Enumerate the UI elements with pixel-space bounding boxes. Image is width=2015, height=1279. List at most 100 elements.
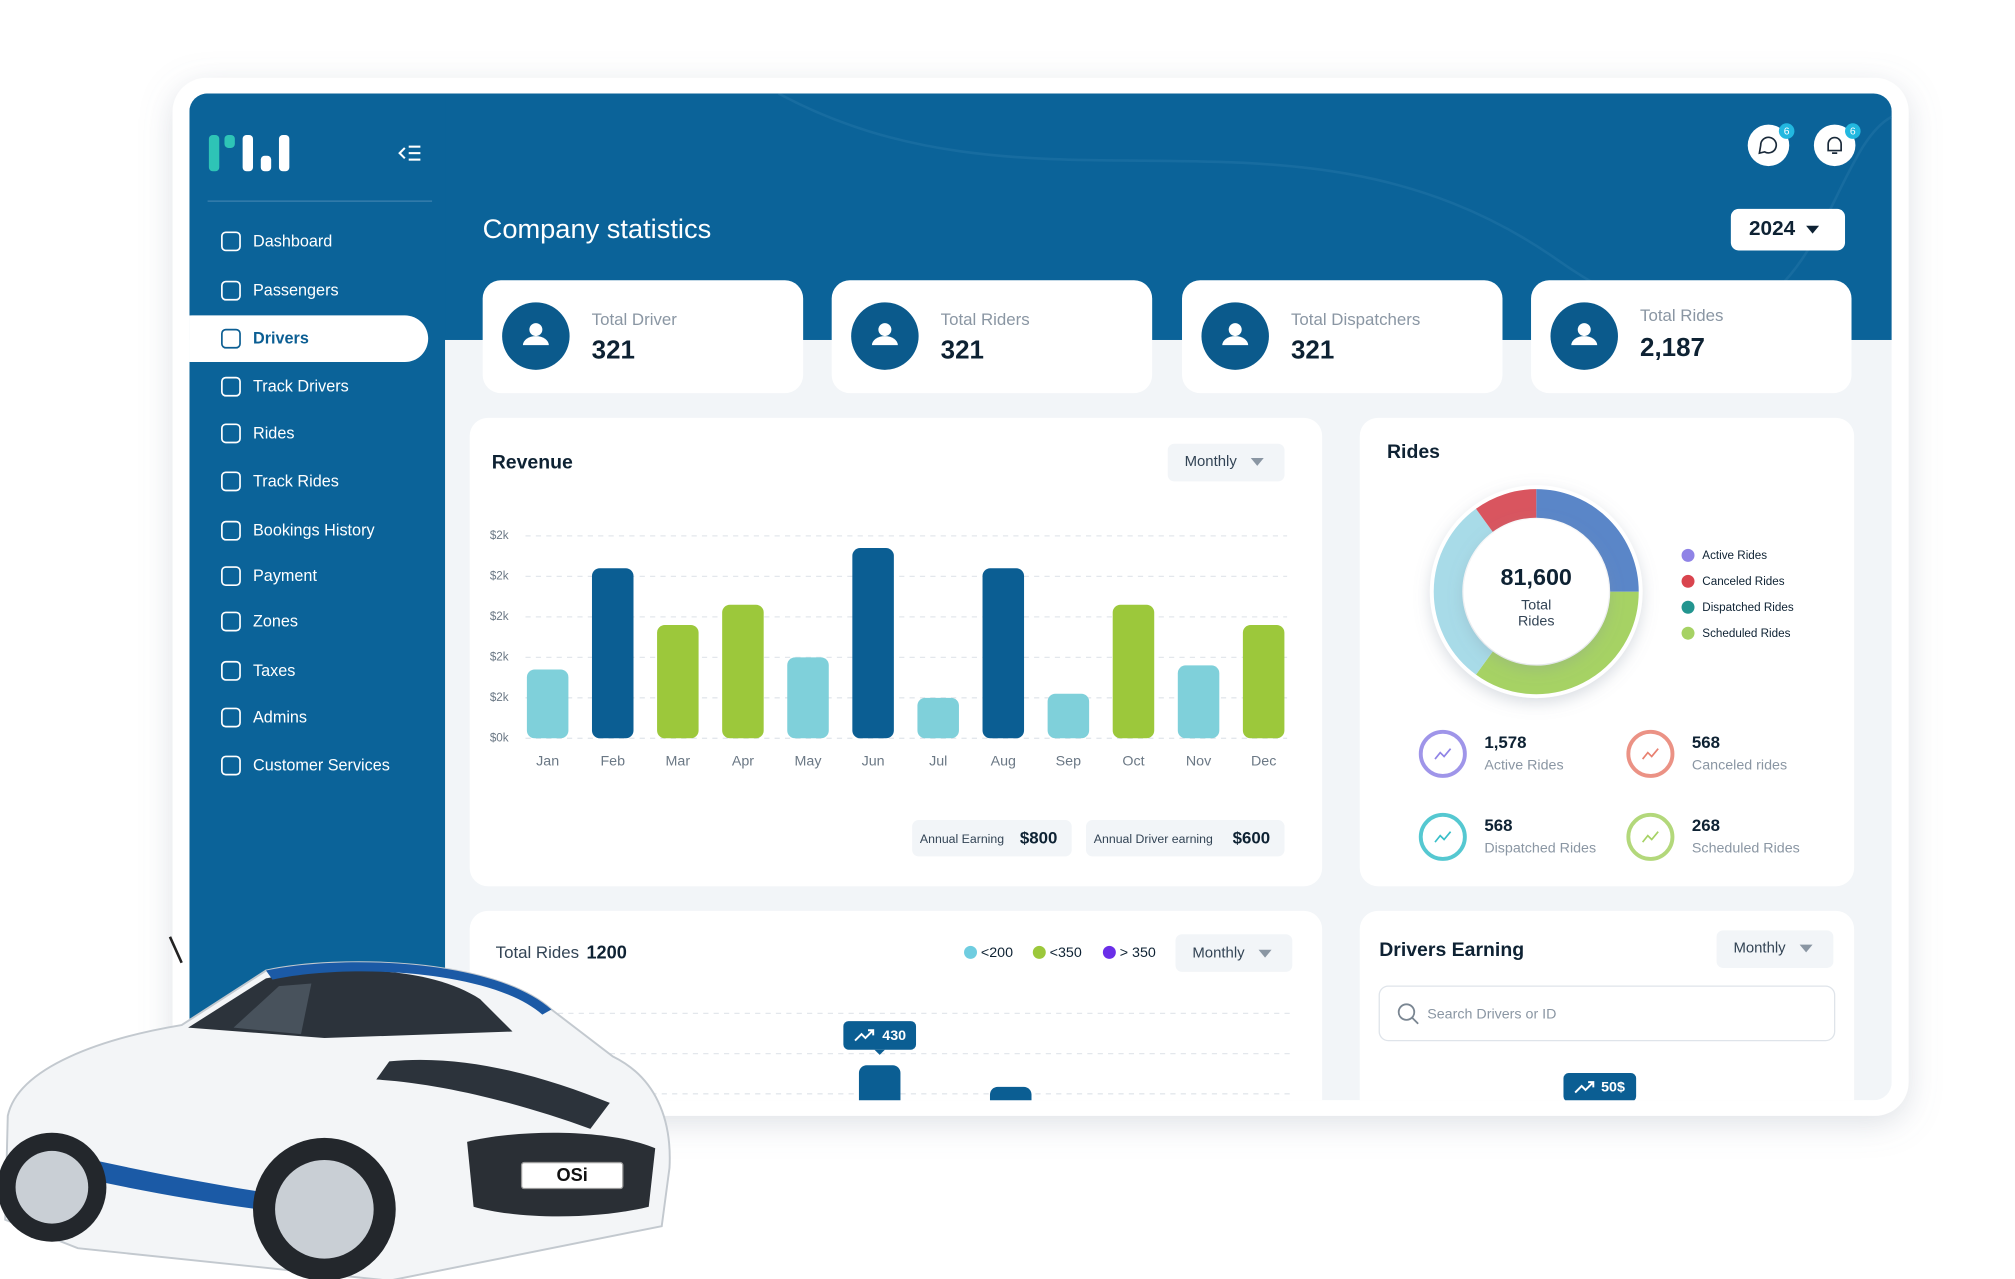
menu: Dashboard Passengers Drivers Track Drivers R… [221,231,390,776]
ride-stat-value: 568 [1692,733,1720,752]
stat-value: 2,187 [1640,334,1705,362]
license-plate: OSi [557,1165,588,1185]
x-tick-label: Dec [1251,753,1276,769]
menu-item[interactable]: Track Drivers [221,376,349,397]
messages-button[interactable]: 6 [1747,123,1795,167]
menu-icon [221,471,241,492]
y-tick-label: $0k [490,731,509,744]
bar [1112,604,1155,739]
sidebar-bg [189,93,446,1101]
period-select[interactable]: Monthly [1167,443,1285,482]
x-tick-label: Jul [929,753,947,769]
x-tick-label: Jun [862,753,885,769]
page-title: Company statistics [483,213,712,244]
stat-icon-glyph [1577,323,1591,337]
donut-segment [1433,508,1494,675]
menu-label: Rides [253,424,294,442]
badge: 6 [1784,126,1790,137]
bar [858,1065,901,1101]
annual-box [912,820,1072,857]
search-placeholder: Search Drivers or ID [1427,1006,1556,1022]
menu-item[interactable]: Drivers [221,328,309,349]
ride-stats: 1,578 Active Rides 568 Canceled rides 568 Dis… [1418,729,1800,861]
menu-icon [221,611,241,632]
legend: Active Rides Canceled Rides Dispatched Rid… [1681,548,1794,640]
menu-icon [221,755,241,776]
stat-ring-glyph [1434,748,1452,760]
collapse-button[interactable] [398,145,421,161]
legend-dot [964,945,978,959]
stat-value: 321 [592,337,635,365]
legend-label: Active Rides [1702,549,1767,562]
menu-item[interactable]: Passengers [221,280,339,301]
ride-stat-value: 568 [1484,816,1512,835]
badge: 6 [1850,126,1856,137]
bar [1177,665,1220,739]
menu-icon [221,520,241,541]
menu-item[interactable]: Taxes [221,660,295,681]
menu-icon [221,231,241,252]
legend-dot [1032,945,1046,959]
total-rides-label: Total [1521,598,1551,614]
legend-label: Canceled Rides [1702,575,1784,588]
x-tick-label: May [795,753,823,769]
stat-icon-glyph [1228,323,1242,337]
card-title: Rides [1387,441,1440,463]
period-select[interactable]: Monthly [1716,930,1834,968]
menu-label: Passengers [253,282,339,300]
logo [208,134,290,172]
menu-item[interactable]: Bookings History [221,520,376,541]
x-tick-label: Jan [536,753,559,769]
menu-item[interactable]: Rides [221,423,295,444]
year-select[interactable]: 2024 [1730,208,1846,251]
menu-icon [221,566,241,587]
legend-dot [1681,600,1695,614]
period: Monthly [1185,453,1238,470]
menu-item[interactable]: Admins [221,707,307,728]
menu-icon [221,660,241,681]
stat-label: Total Riders [941,310,1030,329]
bar [526,669,569,739]
total-rides-label: Total Rides [496,943,579,962]
x-tick-label: Mar [666,753,691,769]
menu-label: Track Rides [253,472,339,490]
stat-label: Total Rides [1640,306,1723,325]
y-tick-label: $2k [490,610,509,623]
bar [917,697,959,739]
annual-value: $800 [1020,828,1058,847]
menu-item[interactable]: Payment [221,566,318,587]
notifications-button[interactable]: 6 [1813,123,1861,167]
active-menu-pill [189,315,429,363]
menu-item[interactable]: Customer Services [221,755,390,776]
menu-label: Payment [253,567,317,585]
menu-item[interactable]: Dashboard [221,231,332,252]
car-illustration: OSi [0,936,671,1279]
card-title: Drivers Earning [1379,939,1524,961]
bar [1047,693,1090,739]
bar [657,624,699,739]
stat-label: Total Driver [592,310,678,329]
panel: Dashboard Passengers Drivers Track Drivers R… [189,93,1892,1101]
menu-label: Dashboard [253,232,332,250]
x-tick-label: Feb [600,753,625,769]
stat-icon-glyph [871,336,898,346]
stat-ring [1418,729,1467,778]
search-box[interactable]: Search Drivers or ID [1378,985,1836,1042]
stat-card [482,280,804,394]
bar [591,568,634,739]
x-tick-label: Apr [732,753,754,769]
donut-segment [1475,489,1537,533]
legend-label: <350 [1050,945,1082,961]
menu-item[interactable]: Track Rides [221,471,339,492]
bar [722,604,764,739]
menu-item[interactable]: Zones [221,611,298,632]
period-select[interactable]: Monthly [1175,934,1293,972]
ride-stat-label: Dispatched Rides [1484,840,1596,856]
menu-label: Taxes [253,662,295,680]
stat-cards: Total Driver 321 Total Riders 321 Total Disp… [482,280,1852,394]
menu-label: Drivers [253,330,309,348]
stat-icon-glyph [1571,336,1598,346]
stat-icon-glyph [1222,336,1249,346]
stat-ring-glyph [1641,831,1659,843]
